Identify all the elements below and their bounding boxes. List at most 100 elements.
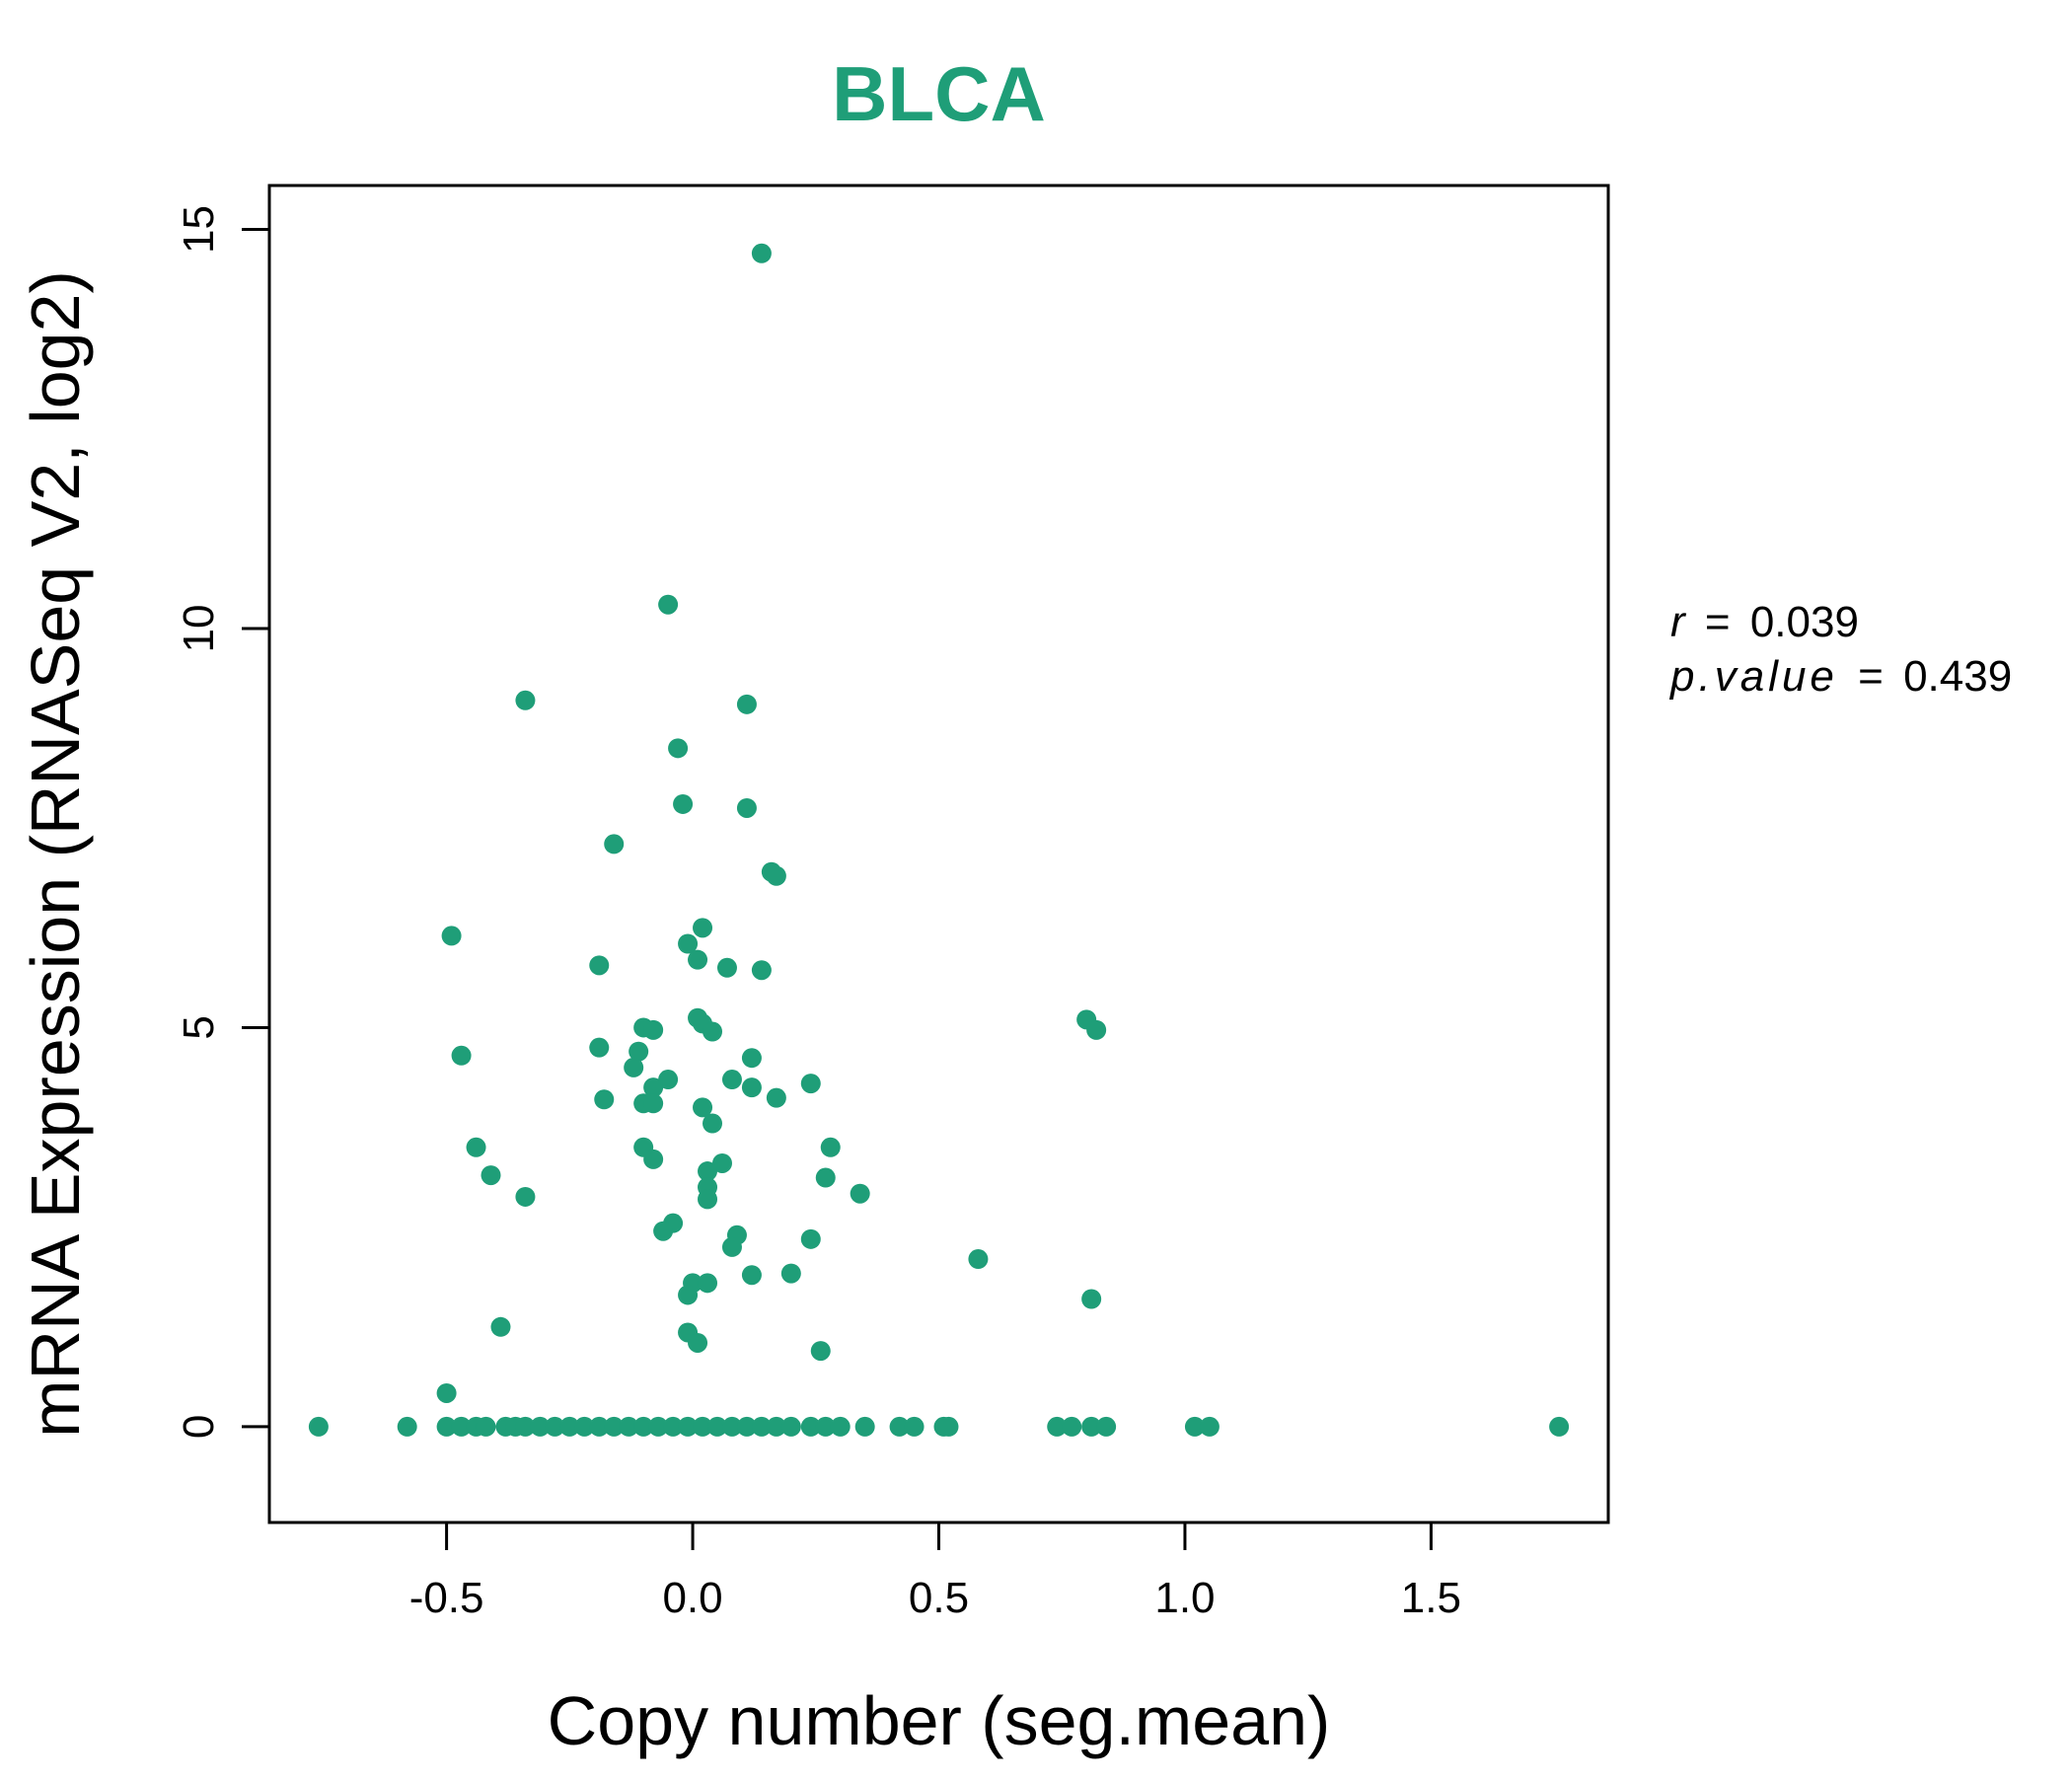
- data-point: [678, 1285, 699, 1305]
- x-axis-label: Copy number (seg.mean): [548, 1682, 1331, 1759]
- data-point: [741, 1265, 762, 1286]
- data-point: [589, 1416, 610, 1437]
- data-point: [751, 243, 772, 263]
- data-point: [397, 1416, 417, 1437]
- data-point: [721, 1416, 742, 1437]
- data-point: [643, 1149, 664, 1169]
- data-point: [643, 1093, 664, 1114]
- data-point: [968, 1249, 989, 1270]
- r-label: r: [1670, 598, 1687, 646]
- data-point: [741, 1077, 762, 1098]
- data-point: [653, 1221, 674, 1241]
- data-point: [721, 1236, 742, 1257]
- data-point: [721, 1070, 742, 1090]
- data-point: [594, 1089, 615, 1110]
- data-point: [688, 949, 708, 970]
- data-point: [815, 1167, 836, 1188]
- data-point: [711, 1152, 732, 1173]
- data-point: [800, 1228, 821, 1249]
- x-tick-label: 0.5: [909, 1574, 969, 1622]
- data-point: [780, 1416, 801, 1437]
- data-point: [476, 1416, 496, 1437]
- data-point: [703, 1113, 723, 1134]
- data-point: [451, 1045, 472, 1066]
- data-point: [589, 955, 610, 976]
- p-value: 0.439: [1903, 652, 2012, 701]
- data-point: [698, 1161, 718, 1182]
- data-point: [1047, 1416, 1068, 1437]
- data-point: [751, 1416, 772, 1437]
- r-equals: =: [1705, 598, 1731, 646]
- data-point: [441, 926, 462, 946]
- data-point: [693, 1416, 713, 1437]
- data-point: [481, 1165, 501, 1186]
- data-point: [515, 1416, 536, 1437]
- data-point: [574, 1416, 595, 1437]
- data-point: [643, 1077, 664, 1098]
- data-points: [308, 243, 1570, 1437]
- data-point: [850, 1183, 870, 1204]
- data-point: [741, 1048, 762, 1069]
- plot-frame: [267, 184, 1610, 1524]
- data-point: [619, 1416, 639, 1437]
- data-point: [530, 1416, 551, 1437]
- data-point: [663, 1416, 684, 1437]
- data-point: [904, 1416, 925, 1437]
- data-point: [706, 1416, 727, 1437]
- data-point: [451, 1416, 472, 1437]
- data-point: [466, 1137, 486, 1157]
- x-tick-label: 1.5: [1401, 1574, 1461, 1622]
- y-axis-label: mRNA Expression (RNASeq V2, log2): [17, 270, 94, 1438]
- y-tick-label: 10: [175, 604, 223, 652]
- data-point: [1081, 1289, 1102, 1309]
- data-point: [716, 957, 737, 978]
- data-point: [436, 1416, 457, 1437]
- data-point: [308, 1416, 329, 1437]
- data-point: [698, 1189, 718, 1210]
- data-point: [658, 594, 679, 615]
- data-point: [673, 793, 694, 814]
- data-point: [658, 1070, 679, 1090]
- x-tick-label: 1.0: [1154, 1574, 1215, 1622]
- y-tick-label: 0: [175, 1415, 223, 1439]
- data-point: [629, 1041, 649, 1062]
- pvalue-annotation: p.value = 0.439: [1668, 652, 2012, 701]
- y-tick-label: 15: [175, 205, 223, 254]
- data-point: [515, 1186, 536, 1207]
- data-point: [815, 1416, 836, 1437]
- data-point: [800, 1074, 821, 1094]
- data-point: [800, 1416, 821, 1437]
- data-point: [736, 797, 757, 818]
- data-point: [693, 918, 713, 938]
- data-point: [736, 1416, 757, 1437]
- data-point: [766, 865, 786, 886]
- data-point: [688, 1332, 708, 1353]
- data-point: [589, 1037, 610, 1058]
- data-point: [604, 1416, 625, 1437]
- data-point: [703, 1021, 723, 1042]
- data-point: [633, 1416, 654, 1437]
- data-point: [1184, 1416, 1205, 1437]
- data-point: [751, 960, 772, 981]
- p-label: p.value: [1668, 652, 1838, 701]
- x-tick-label: -0.5: [409, 1574, 484, 1622]
- data-point: [736, 694, 757, 714]
- data-point: [648, 1416, 669, 1437]
- data-point: [1062, 1416, 1082, 1437]
- data-point: [780, 1263, 801, 1284]
- x-axis: -0.5 0.0 0.5 1.0 1.5: [409, 1521, 1461, 1622]
- data-point: [698, 1273, 718, 1294]
- data-point: [1199, 1416, 1220, 1437]
- data-point: [678, 1416, 699, 1437]
- p-equals: =: [1858, 652, 1884, 701]
- data-point: [668, 738, 689, 759]
- data-point: [1086, 1019, 1107, 1040]
- r-value: 0.039: [1750, 598, 1859, 646]
- data-point: [1096, 1416, 1117, 1437]
- data-point: [830, 1416, 851, 1437]
- data-point: [1549, 1416, 1570, 1437]
- chart-title: BLCA: [832, 50, 1046, 137]
- data-point: [693, 1097, 713, 1118]
